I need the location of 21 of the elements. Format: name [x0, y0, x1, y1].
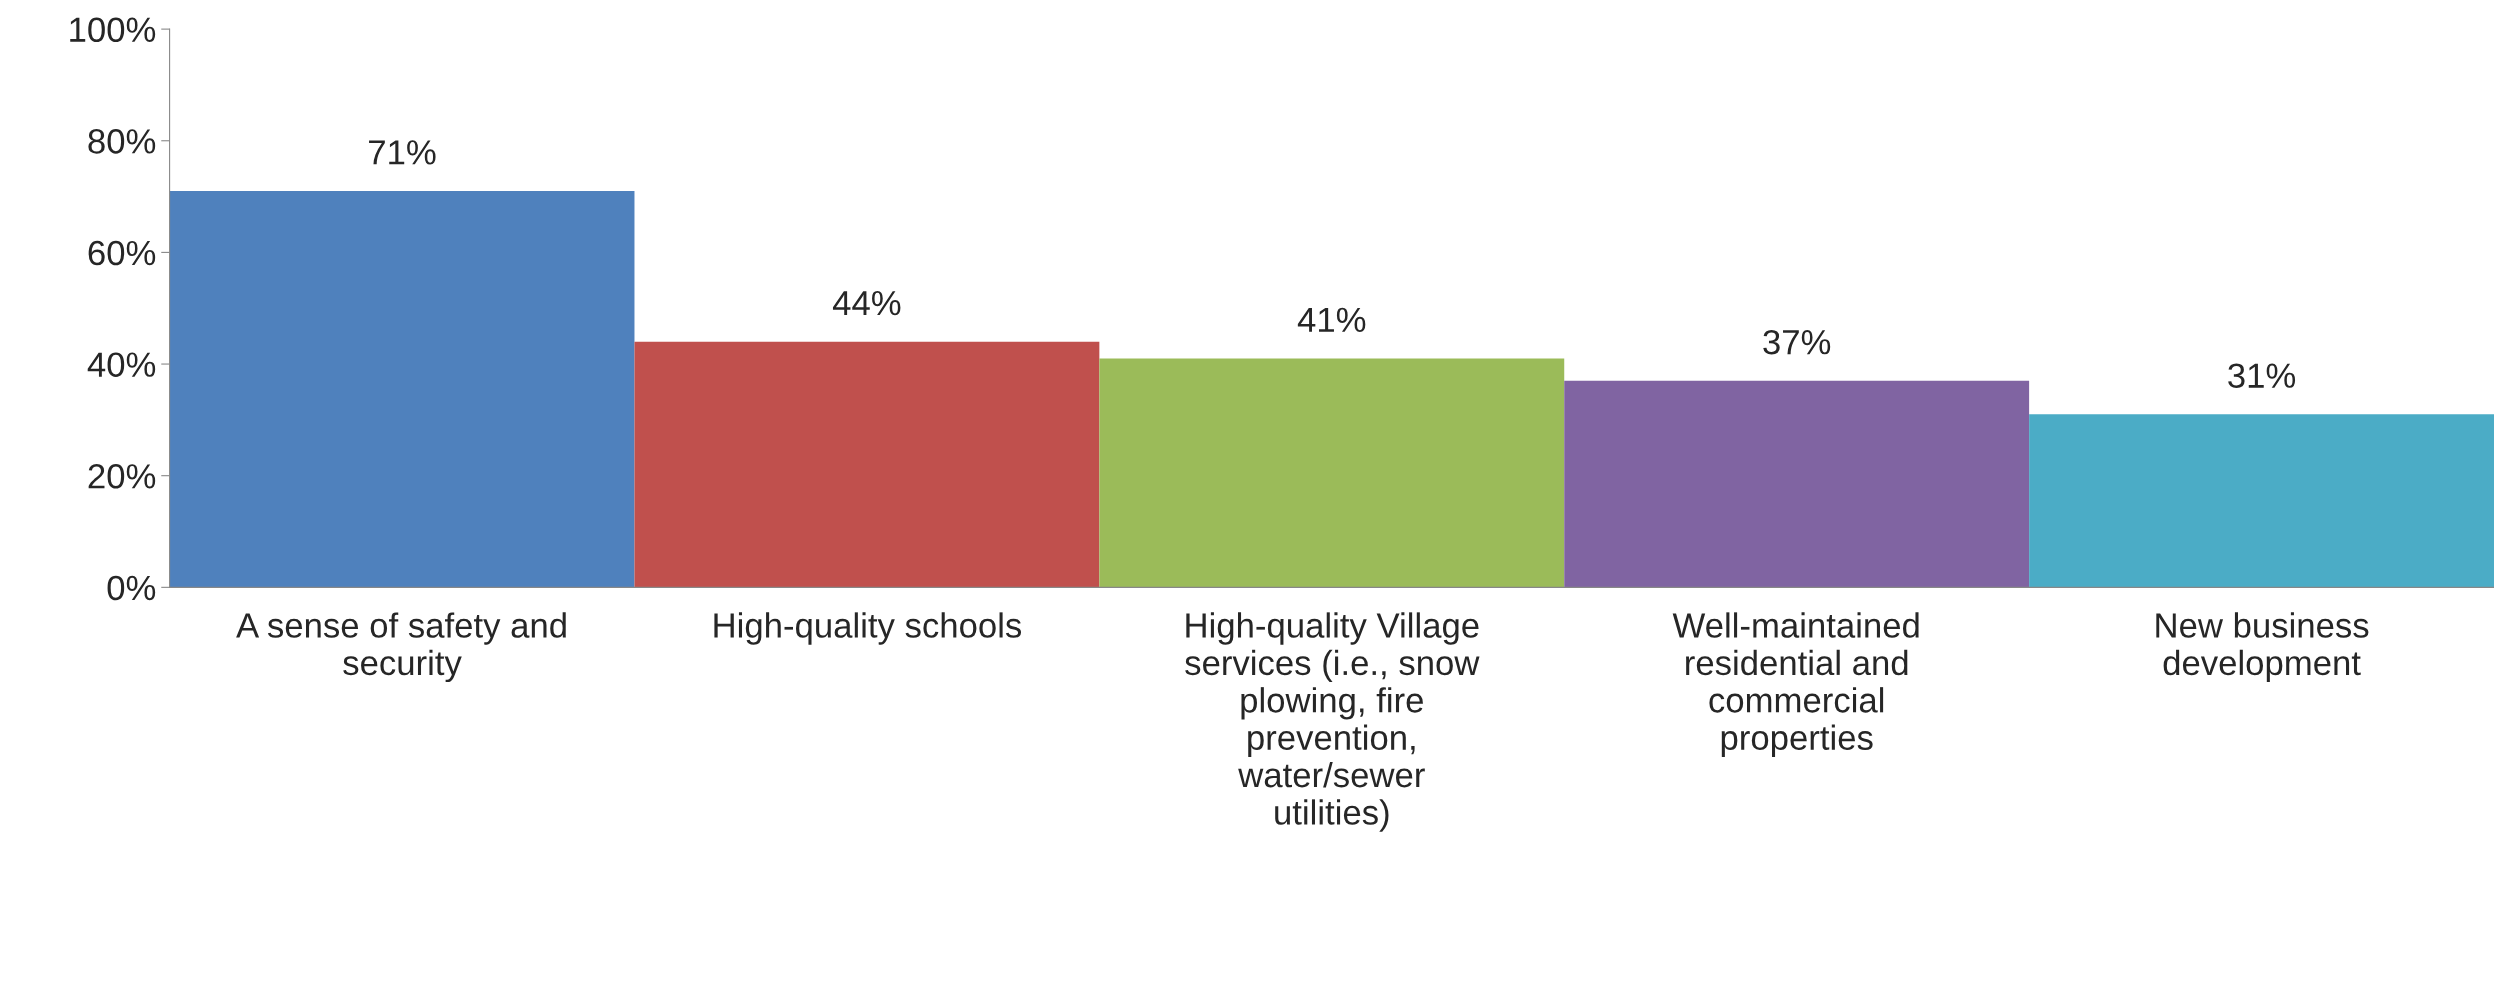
y-tick-label: 0%: [107, 575, 156, 601]
y-tick-label: 40%: [87, 352, 156, 377]
x-tick-label: Well-maintained residential and commercial properties: [1672, 612, 1919, 757]
x-tick-label: High-quality Village services (i.e., snow plowing, fire prevention, water/sewer utilities): [1185, 612, 1480, 832]
bar: [169, 191, 635, 588]
data-label: 44%: [832, 290, 901, 316]
data-label: 41%: [1297, 307, 1366, 333]
data-label: 71%: [369, 140, 436, 165]
x-tick-label: New business development: [2156, 612, 2369, 683]
data-label: 37%: [1763, 329, 1831, 355]
bar: [634, 341, 1100, 588]
y-tick-label: 100%: [70, 17, 156, 43]
x-tick-label: A sense of safety and security: [236, 612, 566, 683]
bar: [1564, 380, 2030, 588]
y-tick-label: 60%: [88, 240, 156, 266]
data-label: 31%: [2228, 363, 2296, 388]
bar: [1099, 358, 1565, 588]
bar: [2029, 414, 2494, 588]
y-tick-label: 80%: [88, 129, 156, 154]
y-tick-label: 20%: [88, 464, 156, 489]
x-tick-label: High-quality schools: [714, 612, 1022, 645]
